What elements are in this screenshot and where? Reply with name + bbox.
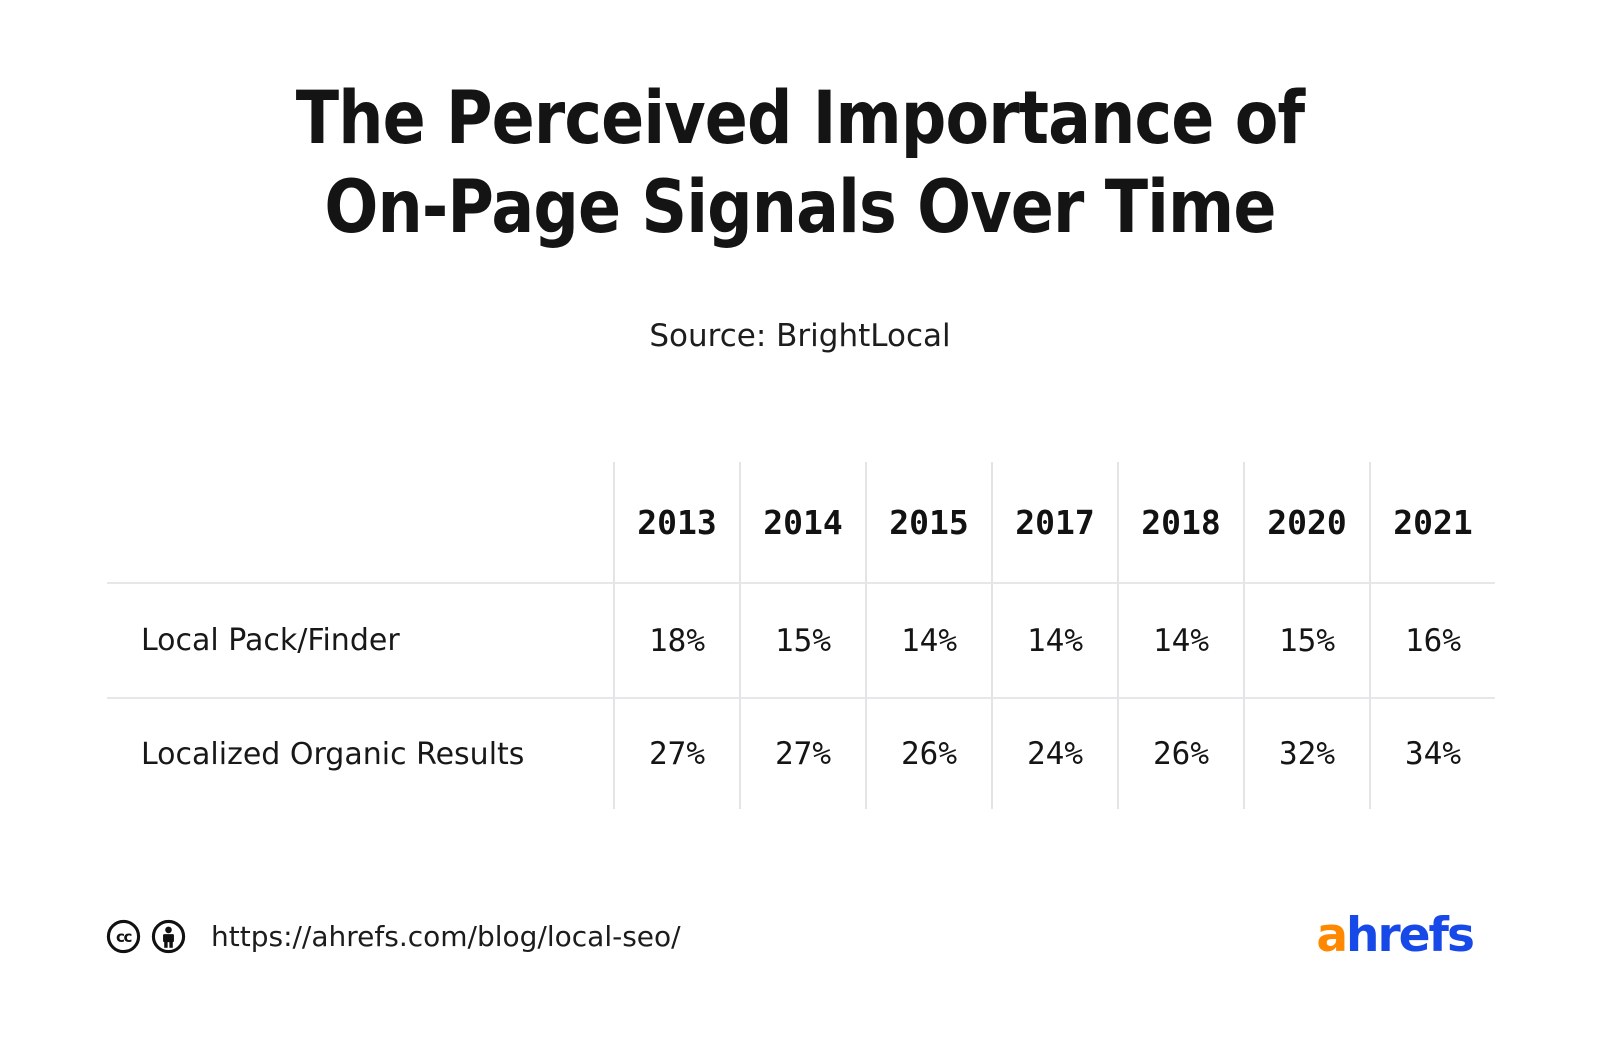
chart-title: The Perceived Importance of On-Page Sign… <box>104 74 1496 252</box>
value-local-pack-2015: 14% <box>865 582 991 697</box>
value-localized-organic-2013: 27% <box>613 697 739 809</box>
license-badge: cc <box>105 918 187 955</box>
value-local-pack-2021: 16% <box>1369 582 1495 697</box>
footer: cc https://ahrefs.com/blog/local-seo/ ah… <box>105 912 1475 959</box>
value-localized-organic-2021: 34% <box>1369 697 1495 809</box>
attribution-icon <box>150 918 187 955</box>
value-local-pack-2014: 15% <box>739 582 865 697</box>
ahrefs-logo: ahrefs <box>1316 912 1475 959</box>
column-header-2014: 2014 <box>739 462 865 582</box>
row-label-local-pack-finder: Local Pack/Finder <box>107 582 613 697</box>
row-label-localized-organic-results: Localized Organic Results <box>107 697 613 809</box>
column-header-2013: 2013 <box>613 462 739 582</box>
table-corner-cell <box>107 462 613 582</box>
value-localized-organic-2020: 32% <box>1243 697 1369 809</box>
value-local-pack-2018: 14% <box>1117 582 1243 697</box>
value-local-pack-2020: 15% <box>1243 582 1369 697</box>
value-localized-organic-2017: 24% <box>991 697 1117 809</box>
value-local-pack-2013: 18% <box>613 582 739 697</box>
chart-title-line1: The Perceived Importance of <box>295 76 1305 161</box>
column-header-2015: 2015 <box>865 462 991 582</box>
value-localized-organic-2018: 26% <box>1117 697 1243 809</box>
svg-text:cc: cc <box>116 927 131 945</box>
ahrefs-logo-hrefs: hrefs <box>1346 908 1475 963</box>
value-local-pack-2017: 14% <box>991 582 1117 697</box>
chart-title-line2: On-Page Signals Over Time <box>324 165 1276 250</box>
value-localized-organic-2015: 26% <box>865 697 991 809</box>
data-table: 2013 2014 2015 2017 2018 2020 2021 Local… <box>107 462 1495 809</box>
value-localized-organic-2014: 27% <box>739 697 865 809</box>
source-url: https://ahrefs.com/blog/local-seo/ <box>211 919 681 953</box>
column-header-2020: 2020 <box>1243 462 1369 582</box>
column-header-2021: 2021 <box>1369 462 1495 582</box>
ahrefs-logo-a: a <box>1316 908 1348 963</box>
source-note: Source: BrightLocal <box>649 318 951 354</box>
column-header-2018: 2018 <box>1117 462 1243 582</box>
cc-icon: cc <box>105 918 142 955</box>
column-header-2017: 2017 <box>991 462 1117 582</box>
